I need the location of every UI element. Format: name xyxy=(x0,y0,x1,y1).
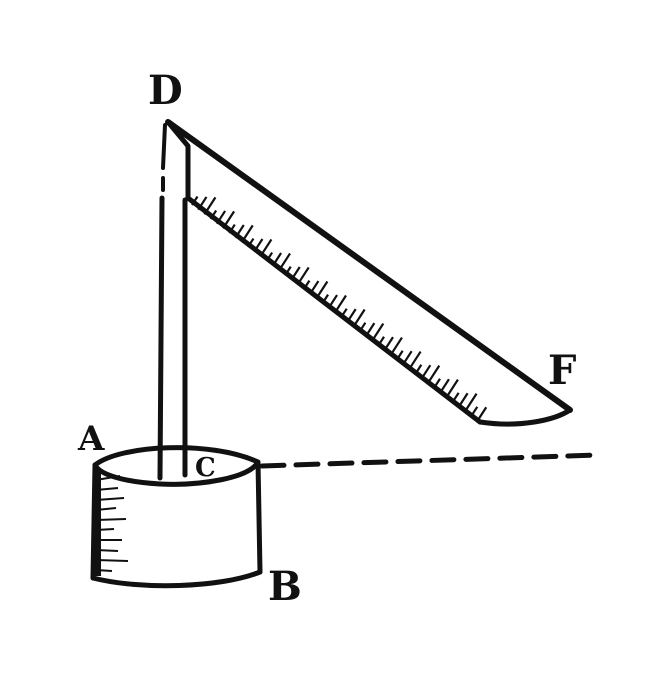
arm-hatch-stroke xyxy=(309,280,320,295)
arm-hatch-stroke xyxy=(197,196,208,211)
arm-hatch-stroke xyxy=(296,266,310,286)
inclined-arm xyxy=(165,119,573,427)
arm-hatch-stroke xyxy=(203,196,217,215)
arm-hatch-stroke xyxy=(439,378,450,393)
arm-hatch-stroke xyxy=(271,252,282,267)
arm-hatch-stroke xyxy=(352,308,366,328)
vertical-post xyxy=(157,123,188,481)
arm-hatch-stroke xyxy=(259,238,273,258)
arm-hatch-stroke xyxy=(427,365,441,384)
label-c: C xyxy=(195,453,216,483)
arm-hatch-stroke xyxy=(247,237,255,248)
cylinder-base xyxy=(90,445,263,589)
arm-hatch-stroke xyxy=(377,336,385,346)
arm-hatch-stroke xyxy=(346,308,357,323)
arm-hatch-stroke xyxy=(334,294,347,314)
arm-hatch-stroke xyxy=(290,266,301,281)
arm-hatch-stroke xyxy=(222,210,236,229)
arm-hatching xyxy=(191,195,488,421)
arm-hatch-stroke xyxy=(445,379,459,398)
arm-hatch-stroke xyxy=(234,224,245,239)
label-d: D xyxy=(148,67,183,114)
arm-hatch-stroke xyxy=(396,350,404,360)
arm-hatch-stroke xyxy=(302,280,311,290)
arm-hatch-stroke xyxy=(390,336,403,356)
arm-hatch-stroke xyxy=(228,223,236,234)
arm-hatch-stroke xyxy=(477,406,488,421)
label-f: F xyxy=(548,347,576,394)
arm-hatch-stroke xyxy=(358,322,367,332)
arm-hatch-stroke xyxy=(240,224,254,243)
arm-hatch-stroke xyxy=(402,350,413,365)
arm-hatch-stroke xyxy=(321,294,329,304)
arm-hatch-stroke xyxy=(458,392,469,407)
arm-hatch-stroke xyxy=(265,251,274,262)
arm-hatch-stroke xyxy=(371,322,385,342)
arm-hatch-stroke xyxy=(191,195,199,206)
arm-hatch-stroke xyxy=(284,266,292,276)
arm-hatch-stroke xyxy=(383,336,394,351)
arm-hatch-stroke xyxy=(365,322,376,337)
arm-hatch-stroke xyxy=(408,350,422,370)
arm-hatch-stroke xyxy=(209,209,218,220)
arm-hatch-stroke xyxy=(452,392,460,402)
arm-hatch-stroke xyxy=(278,252,291,272)
arm-hatch-stroke xyxy=(464,393,478,412)
arm-hatch-stroke xyxy=(327,294,338,309)
arm-hatch-stroke xyxy=(315,280,329,300)
label-a: A xyxy=(77,419,105,459)
arm-hatch-stroke xyxy=(253,238,264,253)
arm-hatch-stroke xyxy=(215,210,227,225)
arm-hatch-stroke xyxy=(340,308,348,318)
dashed-line xyxy=(259,452,601,469)
arm-hatch-stroke xyxy=(433,378,441,388)
arm-hatch-stroke xyxy=(414,364,423,374)
arm-hatch-stroke xyxy=(421,364,432,379)
arm-hatch-stroke xyxy=(470,406,479,416)
label-b: B xyxy=(268,563,302,610)
